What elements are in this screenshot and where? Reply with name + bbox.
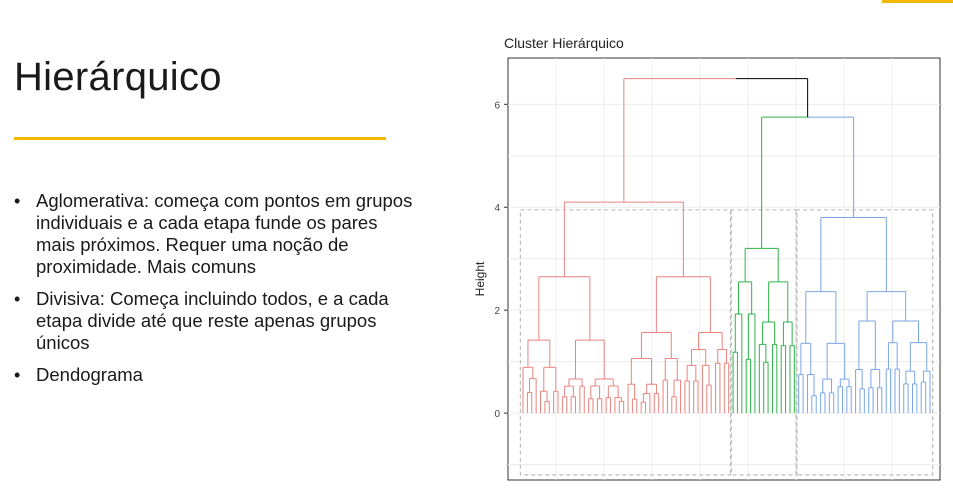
y-axis-label: Height	[473, 261, 487, 296]
bullet-aglomerativa: • Aglomerativa: começa com pontos em gru…	[14, 190, 414, 278]
dendrogram-svg: Cluster Hierárquico 0 2 4 6 Height	[473, 35, 941, 481]
bullet-text: Aglomerativa: começa com pontos em grupo…	[36, 190, 413, 277]
cluster-box	[729, 209, 798, 476]
y-tick-label: 4	[494, 203, 500, 214]
bullet-text: Divisiva: Começa incluindo todos, e a ca…	[36, 288, 389, 353]
slide-title: Hierárquico	[14, 55, 222, 99]
y-tick-label: 2	[494, 306, 500, 317]
bullet-marker: •	[14, 191, 21, 211]
top-accent-bar	[882, 0, 953, 3]
bullet-text: Dendograma	[36, 364, 143, 385]
y-tick-label: 6	[494, 100, 500, 111]
title-underline	[14, 137, 386, 140]
plot-panel	[507, 57, 941, 481]
cluster-box	[519, 209, 732, 476]
cluster-box	[795, 209, 934, 476]
bullet-marker: •	[14, 289, 21, 309]
dendrogram-chart: Cluster Hierárquico 0 2 4 6 Height	[470, 28, 950, 488]
bullet-dendograma: • Dendograma	[14, 364, 414, 386]
bullet-marker: •	[14, 365, 21, 385]
y-tick-label: 0	[494, 409, 500, 420]
bullet-list: • Aglomerativa: começa com pontos em gru…	[14, 190, 414, 396]
bullet-divisiva: • Divisiva: Começa incluindo todos, e a …	[14, 288, 414, 354]
chart-title: Cluster Hierárquico	[504, 35, 624, 51]
